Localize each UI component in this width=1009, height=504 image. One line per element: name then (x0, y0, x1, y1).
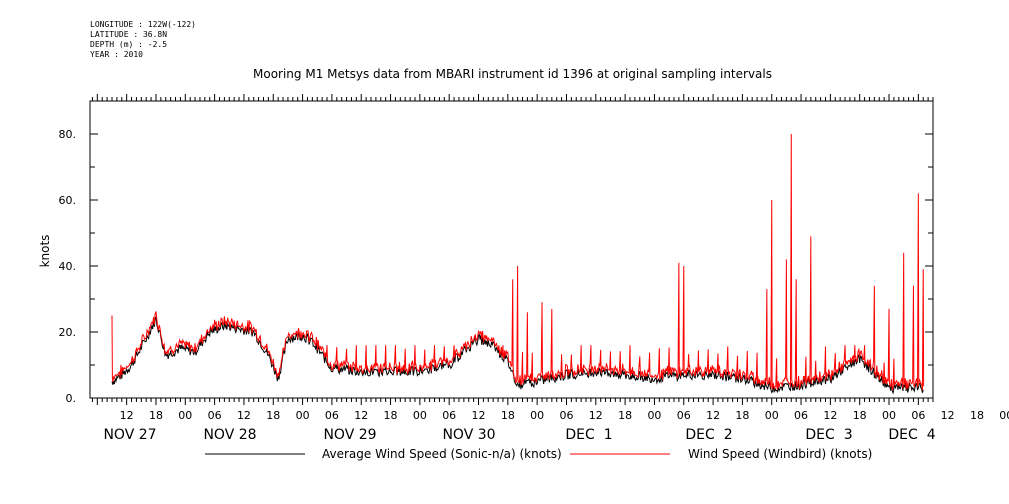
x-hour-label: 06 (442, 409, 456, 422)
x-hour-label: 00 (999, 409, 1009, 422)
depth-text: DEPTH (m) : -2.5 (90, 40, 168, 49)
x-hour-label: 18 (618, 409, 632, 422)
x-hour-label: 18 (853, 409, 867, 422)
x-date-label: NOV 27 (103, 427, 156, 443)
latitude-text: LATITUDE : 36.8N (90, 30, 168, 39)
x-hour-label: 00 (530, 409, 544, 422)
x-hour-label: 12 (589, 409, 603, 422)
legend-windbird-label: Wind Speed (Windbird) (knots) (688, 447, 872, 461)
windbird-line (111, 133, 925, 391)
x-date-label: NOV 29 (323, 427, 376, 443)
x-hour-label: 00 (296, 409, 310, 422)
x-hour-label: 12 (941, 409, 955, 422)
x-hour-label: 18 (501, 409, 515, 422)
x-hour-label: 18 (970, 409, 984, 422)
x-hour-label: 18 (149, 409, 163, 422)
longitude-text: LONGITUDE : 122W(-122) (90, 20, 196, 29)
x-hour-label: 12 (354, 409, 368, 422)
x-hour-label: 12 (823, 409, 837, 422)
x-hour-label: 12 (237, 409, 251, 422)
windbird-series (111, 133, 925, 391)
legend: Average Wind Speed (Sonic-n/a) (knots) W… (205, 447, 872, 461)
legend-avg-label: Average Wind Speed (Sonic-n/a) (knots) (322, 447, 562, 461)
x-hour-label: 00 (413, 409, 427, 422)
plot-frame (89, 100, 934, 399)
x-date-label: DEC 2 (685, 427, 732, 443)
y-axis-label: knots (38, 235, 52, 268)
x-hour-label: 06 (911, 409, 925, 422)
x-hour-label: 12 (120, 409, 134, 422)
x-date-label: DEC 1 (565, 427, 612, 443)
x-hour-label: 00 (647, 409, 661, 422)
x-hour-label: 06 (559, 409, 573, 422)
y-tick-label: 60. (59, 194, 77, 207)
x-hour-label: 12 (706, 409, 720, 422)
x-hour-label: 12 (472, 409, 486, 422)
average-wind-line (111, 315, 924, 395)
x-hour-label: 06 (794, 409, 808, 422)
x-hour-label: 00 (882, 409, 896, 422)
metadata-block: LONGITUDE : 122W(-122) LATITUDE : 36.8N DE… (90, 20, 196, 60)
x-hour-label: 06 (677, 409, 691, 422)
x-hour-label: 18 (735, 409, 749, 422)
x-date-label: NOV 30 (442, 427, 495, 443)
x-hour-label: 06 (325, 409, 339, 422)
chart-title: Mooring M1 Metsys data from MBARI instru… (253, 67, 772, 81)
labels-group: 0. 20. 40. 60. 80. 12 18 00 06 12 18 00 06 12 18 00 06 12… (59, 128, 1009, 443)
y-tick-label: 40. (59, 260, 77, 273)
y-tick-label: 80. (59, 128, 77, 141)
x-hour-label: 06 (208, 409, 222, 422)
x-hour-label: 00 (178, 409, 192, 422)
x-hour-label: 18 (384, 409, 398, 422)
average-wind-series (111, 315, 924, 395)
y-tick-label: 0. (66, 392, 77, 405)
x-date-label: DEC 3 (805, 427, 852, 443)
x-date-label: NOV 28 (203, 427, 256, 443)
x-hour-label: 18 (266, 409, 280, 422)
x-date-label: DEC 4 (888, 427, 935, 443)
year-text: YEAR : 2010 (90, 50, 143, 59)
x-hour-label: 00 (765, 409, 779, 422)
y-tick-label: 20. (59, 326, 77, 339)
axes-group (89, 94, 934, 405)
